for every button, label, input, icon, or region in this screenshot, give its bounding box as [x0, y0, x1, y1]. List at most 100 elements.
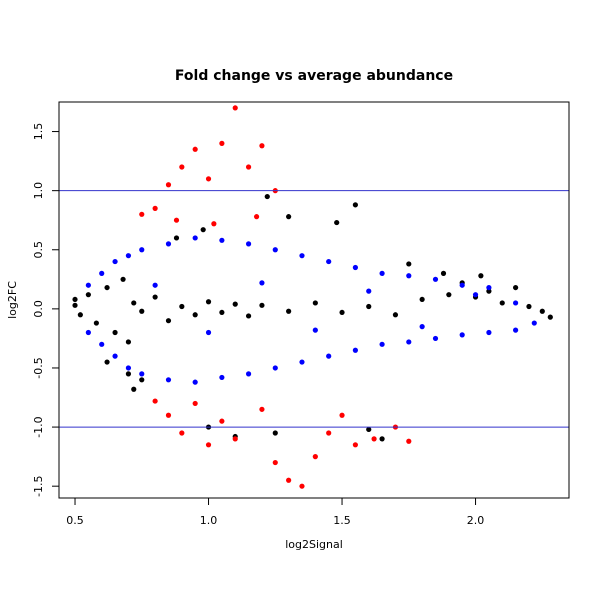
data-point — [205, 299, 212, 305]
data-point — [192, 379, 198, 385]
data-point — [352, 442, 358, 448]
data-point — [440, 270, 447, 276]
data-point — [513, 327, 519, 333]
data-point — [286, 477, 292, 483]
data-point — [173, 235, 180, 241]
data-point — [125, 365, 132, 371]
x-tick-label: 0.5 — [66, 514, 84, 527]
data-point — [93, 320, 99, 326]
data-point — [446, 292, 452, 298]
y-tick-label: 1.0 — [32, 182, 45, 200]
data-point — [299, 253, 305, 259]
data-point — [192, 400, 198, 407]
data-point — [219, 418, 225, 424]
data-point — [104, 284, 110, 291]
data-point — [472, 292, 479, 298]
data-point — [531, 320, 537, 326]
data-point — [366, 426, 372, 433]
data-point — [139, 377, 145, 383]
x-tick-label: 1.0 — [200, 514, 218, 527]
data-point — [104, 359, 110, 365]
data-point — [245, 371, 252, 377]
y-tick-label: 0.5 — [32, 241, 45, 259]
data-point — [513, 300, 519, 306]
data-point — [352, 347, 358, 353]
data-point — [131, 300, 137, 306]
data-point — [232, 436, 238, 442]
data-point — [272, 430, 278, 436]
data-point — [299, 359, 305, 365]
data-point — [200, 227, 206, 233]
data-point — [112, 353, 118, 359]
data-point — [125, 253, 132, 259]
data-point — [379, 341, 385, 347]
data-point — [459, 282, 465, 288]
data-point — [312, 327, 318, 333]
data-point — [205, 442, 212, 448]
data-point — [406, 438, 412, 444]
data-point — [259, 302, 265, 308]
data-point — [245, 164, 252, 170]
data-point — [272, 365, 278, 371]
data-point — [179, 303, 185, 310]
series-1 — [85, 235, 537, 385]
data-point — [139, 371, 145, 377]
data-point — [478, 273, 484, 279]
data-point — [459, 332, 465, 338]
data-point — [312, 454, 318, 460]
y-tick-label: 1.5 — [32, 123, 45, 141]
y-axis: -1.5 -1.0 -0.5 0.0 0.5 1.0 1.5 — [32, 123, 60, 497]
data-point — [112, 258, 118, 265]
data-point — [286, 214, 292, 220]
y-tick-label: -0.5 — [32, 357, 45, 378]
data-point — [406, 261, 412, 267]
plot-frame — [58, 101, 570, 499]
data-point — [264, 193, 270, 200]
data-point — [192, 146, 198, 152]
data-point — [152, 205, 158, 211]
data-point — [219, 140, 225, 146]
data-point — [192, 235, 198, 241]
data-point — [139, 211, 145, 217]
data-point — [339, 309, 345, 316]
data-point — [432, 276, 439, 282]
data-point — [85, 282, 91, 288]
data-point — [139, 247, 145, 253]
data-point — [165, 318, 172, 324]
data-point — [259, 406, 265, 412]
data-point — [232, 301, 238, 307]
data-point — [139, 308, 145, 314]
data-point — [99, 270, 105, 276]
data-point — [339, 412, 345, 418]
x-tick-label: 2.0 — [467, 514, 485, 527]
data-point — [272, 459, 278, 466]
data-point — [259, 280, 265, 286]
y-tick-label: 0.0 — [32, 300, 45, 318]
data-point — [152, 398, 158, 404]
data-point — [85, 329, 91, 336]
data-point — [312, 300, 318, 306]
data-point — [259, 143, 265, 149]
chart-title: Fold change vs average abundance — [175, 68, 453, 84]
data-point — [326, 430, 332, 436]
data-point — [379, 436, 385, 442]
data-point — [299, 483, 305, 489]
data-point — [406, 339, 412, 345]
data-point — [371, 436, 377, 442]
data-point — [77, 312, 83, 318]
data-point — [99, 341, 105, 347]
data-point — [392, 312, 399, 318]
data-point — [526, 303, 532, 310]
data-point — [131, 386, 137, 392]
data-point — [152, 282, 158, 288]
x-axis-label: log2Signal — [285, 538, 343, 551]
data-point — [352, 264, 358, 271]
series-2 — [139, 105, 412, 489]
data-point — [245, 313, 252, 319]
data-point — [219, 374, 225, 381]
data-point — [499, 300, 505, 306]
data-point — [366, 288, 372, 294]
data-point — [112, 329, 118, 336]
data-point — [125, 339, 132, 345]
